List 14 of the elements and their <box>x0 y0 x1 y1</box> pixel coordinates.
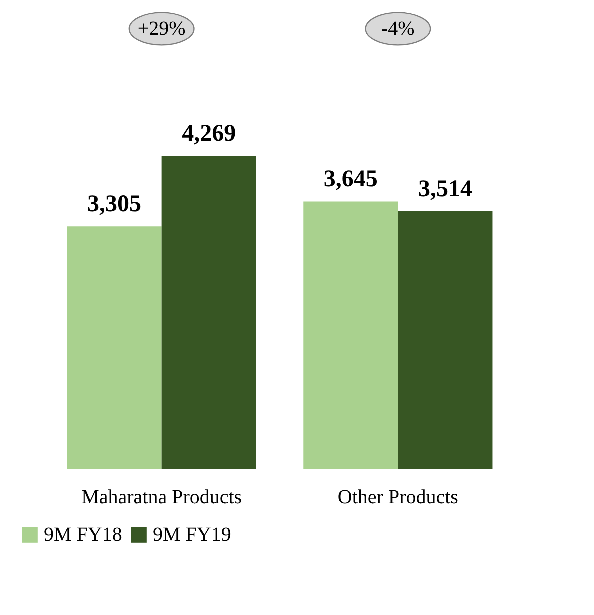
data-label: 4,269 <box>182 120 236 147</box>
bar <box>398 211 493 469</box>
text: -4% <box>382 18 415 40</box>
data-label: 3,514 <box>418 176 472 202</box>
x-tick-label: Other Products <box>338 486 459 508</box>
legend-label: 9M FY18 <box>44 524 122 546</box>
bar <box>304 202 398 469</box>
bar <box>162 156 256 469</box>
legend-label: 9M FY19 <box>153 524 232 546</box>
data-label: 3,645 <box>324 166 378 193</box>
data-label: 3,305 <box>88 192 142 218</box>
text: +29% <box>138 18 186 40</box>
bar <box>67 226 162 469</box>
x-tick-label: Maharatna Products <box>82 486 242 508</box>
